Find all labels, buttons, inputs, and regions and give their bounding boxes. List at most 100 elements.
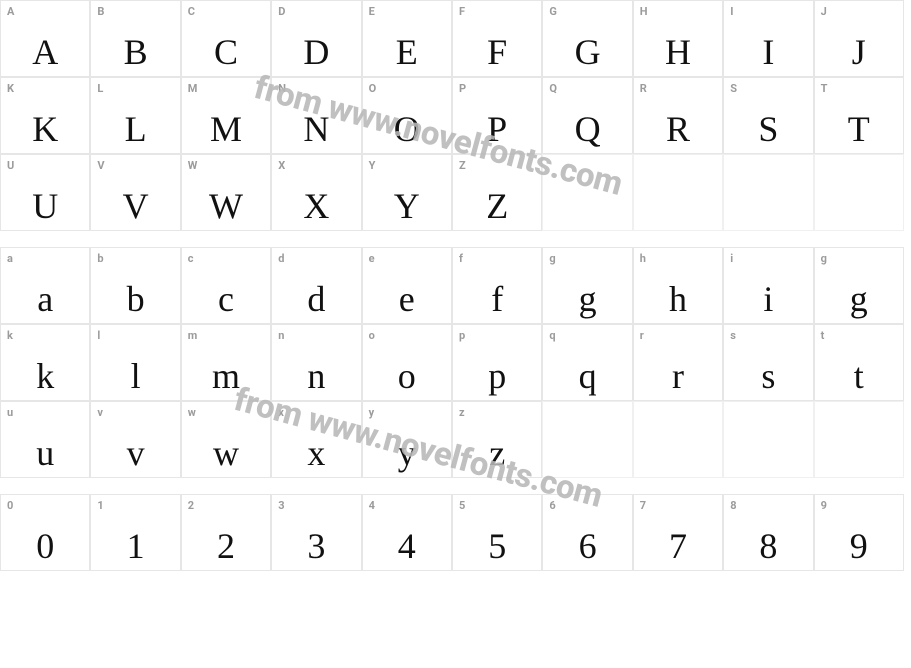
key-label: l bbox=[97, 329, 100, 342]
glyph-cell: ff bbox=[452, 247, 542, 324]
key-label: F bbox=[459, 5, 465, 18]
glyph-cell: NN bbox=[271, 77, 361, 154]
glyph: i bbox=[724, 281, 812, 317]
glyph: 7 bbox=[634, 528, 722, 564]
glyph-cell: zz bbox=[452, 401, 542, 478]
key-label: 5 bbox=[459, 499, 466, 512]
glyph-cell: CC bbox=[181, 0, 271, 77]
glyph: s bbox=[724, 358, 812, 394]
glyph: O bbox=[363, 111, 451, 147]
glyph: o bbox=[363, 358, 451, 394]
glyph: l bbox=[91, 358, 179, 394]
empty-cell bbox=[814, 401, 904, 478]
glyph-cell: 22 bbox=[181, 494, 271, 571]
key-label: V bbox=[97, 159, 105, 172]
key-label: D bbox=[278, 5, 286, 18]
key-label: W bbox=[188, 159, 198, 172]
glyph: k bbox=[1, 358, 89, 394]
key-label: o bbox=[369, 329, 376, 342]
glyph-cell: YY bbox=[362, 154, 452, 231]
glyph-cell: DD bbox=[271, 0, 361, 77]
key-label: r bbox=[640, 329, 644, 342]
key-label: Q bbox=[549, 82, 557, 95]
glyph: m bbox=[182, 358, 270, 394]
key-label: K bbox=[7, 82, 14, 95]
glyph: I bbox=[724, 34, 812, 70]
empty-cell bbox=[633, 154, 723, 231]
glyph: U bbox=[1, 188, 89, 224]
key-label: G bbox=[549, 5, 557, 18]
empty-cell bbox=[814, 154, 904, 231]
glyph: e bbox=[363, 281, 451, 317]
glyph-cell: ee bbox=[362, 247, 452, 324]
glyph-cell: AA bbox=[0, 0, 90, 77]
glyph: n bbox=[272, 358, 360, 394]
key-label: c bbox=[188, 252, 194, 265]
glyph-cell: kk bbox=[0, 324, 90, 401]
glyph: t bbox=[815, 358, 903, 394]
glyph-cell: HH bbox=[633, 0, 723, 77]
glyph: M bbox=[182, 111, 270, 147]
glyph-cell: bb bbox=[90, 247, 180, 324]
empty-cell bbox=[542, 401, 632, 478]
glyph-cell: gg bbox=[542, 247, 632, 324]
glyph: y bbox=[363, 435, 451, 471]
glyph-cell: tt bbox=[814, 324, 904, 401]
key-label: v bbox=[97, 406, 103, 419]
key-label: H bbox=[640, 5, 648, 18]
key-label: M bbox=[188, 82, 198, 95]
glyph: Q bbox=[543, 111, 631, 147]
glyph-cell: SS bbox=[723, 77, 813, 154]
key-label: Y bbox=[369, 159, 376, 172]
key-label: 6 bbox=[549, 499, 556, 512]
glyph-cell: ZZ bbox=[452, 154, 542, 231]
glyph: 4 bbox=[363, 528, 451, 564]
glyph: T bbox=[815, 111, 903, 147]
glyph: 9 bbox=[815, 528, 903, 564]
glyph-cell: 00 bbox=[0, 494, 90, 571]
font-character-map: AABBCCDDEEFFGGHHIIJJKKLLMMNNOOPPQQRRSSTT… bbox=[0, 0, 911, 571]
key-label: a bbox=[7, 252, 13, 265]
key-label: p bbox=[459, 329, 466, 342]
glyph-cell: KK bbox=[0, 77, 90, 154]
glyph-cell: uu bbox=[0, 401, 90, 478]
glyph: g bbox=[543, 281, 631, 317]
glyph-cell: QQ bbox=[542, 77, 632, 154]
glyph-cell: UU bbox=[0, 154, 90, 231]
key-label: 7 bbox=[640, 499, 647, 512]
key-label: 1 bbox=[97, 499, 104, 512]
key-label: N bbox=[278, 82, 286, 95]
glyph-cell: PP bbox=[452, 77, 542, 154]
glyph: f bbox=[453, 281, 541, 317]
key-label: k bbox=[7, 329, 13, 342]
glyph: P bbox=[453, 111, 541, 147]
glyph: 1 bbox=[91, 528, 179, 564]
key-label: 2 bbox=[188, 499, 195, 512]
glyph: z bbox=[453, 435, 541, 471]
glyph-cell: WW bbox=[181, 154, 271, 231]
glyph-cell: rr bbox=[633, 324, 723, 401]
glyph: F bbox=[453, 34, 541, 70]
glyph-cell: pp bbox=[452, 324, 542, 401]
key-label: m bbox=[188, 329, 198, 342]
glyph-cell: 66 bbox=[542, 494, 632, 571]
key-label: R bbox=[640, 82, 647, 95]
glyph: B bbox=[91, 34, 179, 70]
glyph-cell: ll bbox=[90, 324, 180, 401]
glyph-cell: 33 bbox=[271, 494, 361, 571]
glyph-cell: EE bbox=[362, 0, 452, 77]
glyph: V bbox=[91, 188, 179, 224]
key-label: w bbox=[188, 406, 196, 419]
empty-cell bbox=[633, 401, 723, 478]
glyph: v bbox=[91, 435, 179, 471]
glyph: L bbox=[91, 111, 179, 147]
key-label: 8 bbox=[730, 499, 737, 512]
key-label: B bbox=[97, 5, 104, 18]
glyph: 3 bbox=[272, 528, 360, 564]
glyph: h bbox=[634, 281, 722, 317]
empty-cell bbox=[723, 154, 813, 231]
charmap-block-digits: 00112233445566778899 bbox=[0, 494, 904, 571]
glyph-cell: 11 bbox=[90, 494, 180, 571]
key-label: y bbox=[369, 406, 375, 419]
glyph: q bbox=[543, 358, 631, 394]
